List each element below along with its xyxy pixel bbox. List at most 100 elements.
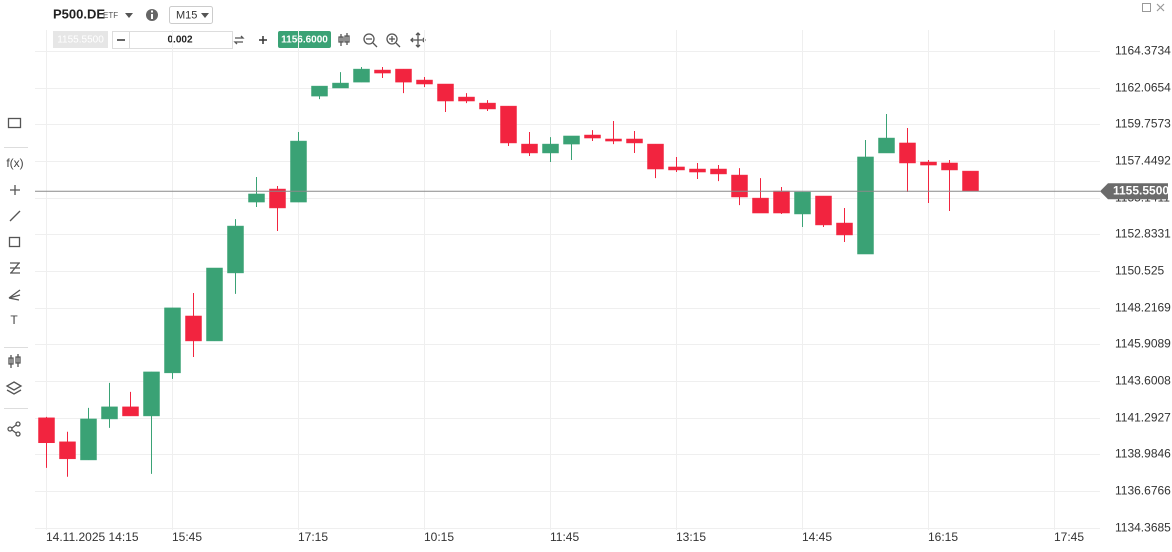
zoom-out[interactable] xyxy=(363,33,375,45)
chart-type-icon[interactable] xyxy=(338,33,350,46)
share-link xyxy=(11,424,17,434)
y-tick-label: 1157.4492 xyxy=(1115,154,1171,168)
current-price-tag xyxy=(1100,183,1168,200)
timeframe-dropdown xyxy=(201,13,209,18)
candle-body xyxy=(395,68,412,83)
candle-body xyxy=(605,138,622,142)
candle-body xyxy=(374,69,391,74)
ask-price[interactable]: 1156.6000 xyxy=(281,35,328,46)
candle-body xyxy=(857,156,874,255)
candle-body xyxy=(836,222,853,236)
y-tick-label: 1159.7573 xyxy=(1115,117,1171,131)
info-glyph xyxy=(151,10,153,13)
x-tick-label: 14.11.2025 14:15 xyxy=(46,530,139,544)
zoom-in[interactable] xyxy=(386,33,398,45)
maximize[interactable] xyxy=(1142,3,1151,12)
x-tick-label: 17:45 xyxy=(1054,530,1084,544)
x-tick-label: 14:45 xyxy=(802,530,832,544)
candle-body xyxy=(164,307,181,374)
info-glyph xyxy=(151,14,153,19)
candle-body xyxy=(437,83,454,102)
x-tick-label: 13:15 xyxy=(676,530,706,544)
candle-body xyxy=(500,105,517,144)
bid-box[interactable] xyxy=(53,31,108,48)
candle-body xyxy=(458,96,475,102)
candle-body xyxy=(290,140,307,203)
layers-tool[interactable] xyxy=(5,381,23,395)
symbol[interactable]: P500.DE xyxy=(53,6,105,21)
candle-body xyxy=(227,225,244,274)
close[interactable] xyxy=(1156,3,1165,12)
y-tick-label: 1150.525 xyxy=(1115,264,1164,278)
x-tick-label: 15:45 xyxy=(172,530,202,544)
candle-body xyxy=(416,79,433,85)
timeframe-box[interactable] xyxy=(169,6,213,24)
candle-body xyxy=(920,161,937,166)
function-tool[interactable]: f(x) xyxy=(6,156,23,170)
indicators-tool[interactable] xyxy=(8,354,21,368)
candle-body xyxy=(647,143,664,170)
y-tick-label: 1148.2169 xyxy=(1115,301,1171,315)
fan-tool[interactable] xyxy=(8,289,21,301)
asset-class: ETF xyxy=(103,11,118,20)
timeframe[interactable]: M15 xyxy=(176,9,197,21)
candle-body xyxy=(101,406,118,420)
share-node xyxy=(15,431,21,437)
left-toolbar: f(x) T xyxy=(4,117,28,437)
x-tick-label: 17:15 xyxy=(298,530,328,544)
plus-button[interactable] xyxy=(259,36,267,44)
candle-body xyxy=(773,190,790,214)
y-tick-label: 1145.9089 xyxy=(1115,337,1171,351)
candle-body xyxy=(206,267,223,342)
zoom-out-glyph xyxy=(366,38,378,48)
candle-body xyxy=(332,82,349,89)
candle-body xyxy=(689,168,706,173)
candle-body xyxy=(710,168,727,175)
text-tool[interactable]: T xyxy=(10,313,18,327)
candle-body xyxy=(38,417,55,444)
x-tick-label: 16:15 xyxy=(928,530,958,544)
plot-area: 1164.3734 1162.0654 1159.7573 1157.4492 1155… xyxy=(35,30,1171,544)
candle-body xyxy=(731,174,748,198)
y-tick-label: 1141.2927 xyxy=(1115,411,1171,425)
candle-body xyxy=(248,193,265,203)
candle-body xyxy=(668,166,685,171)
candle-body xyxy=(59,441,76,460)
y-tick-label: 1134.3685 xyxy=(1115,521,1171,535)
candle-body xyxy=(80,418,97,461)
shape-tool[interactable] xyxy=(8,236,21,248)
candle-body xyxy=(122,406,139,417)
volume[interactable]: 0.002 xyxy=(167,35,192,46)
candle-body xyxy=(815,195,832,226)
bid-price[interactable]: 1155.5500 xyxy=(57,35,104,46)
swap-icon[interactable] xyxy=(233,35,245,45)
candle-body xyxy=(143,371,160,417)
layout-tool[interactable] xyxy=(7,117,22,129)
candle-body xyxy=(941,162,958,171)
y-tick-label: 1136.6766 xyxy=(1115,484,1171,498)
ask-box[interactable] xyxy=(278,31,331,48)
candle-body xyxy=(563,135,580,145)
crosshair-tool[interactable] xyxy=(10,185,20,195)
line-tool[interactable] xyxy=(9,210,21,222)
fib-tool[interactable] xyxy=(10,262,20,274)
candle-body xyxy=(899,142,916,164)
share-tool[interactable] xyxy=(7,426,13,432)
candle-body xyxy=(962,170,979,192)
current-price-label: 1155.5500 xyxy=(1113,183,1169,197)
symbol-dropdown[interactable] xyxy=(125,13,133,18)
y-tick-label: 1162.0654 xyxy=(1115,81,1171,95)
y-tick-label: 1164.3734 xyxy=(1115,44,1171,58)
pan-icon[interactable] xyxy=(410,32,426,48)
candle-body xyxy=(878,137,895,154)
candle-body xyxy=(353,68,370,83)
candle-body xyxy=(752,197,769,214)
candle-body xyxy=(521,143,538,154)
y-tick-label: 1152.8331 xyxy=(1115,227,1171,241)
candle-body xyxy=(185,315,202,342)
candle-body xyxy=(479,102,496,110)
y-tick-label: 1143.6008 xyxy=(1115,374,1171,388)
candle-body xyxy=(542,143,559,154)
x-tick-label: 11:45 xyxy=(550,530,579,544)
